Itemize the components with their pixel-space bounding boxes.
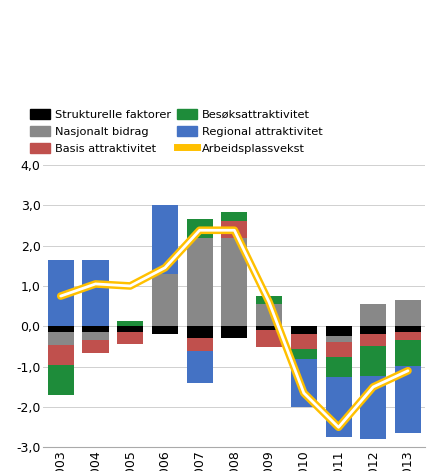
- Bar: [187, 326, 213, 339]
- Bar: [360, 334, 386, 346]
- Bar: [256, 304, 282, 326]
- Bar: [395, 300, 421, 326]
- Bar: [360, 304, 386, 326]
- Bar: [152, 274, 178, 326]
- Bar: [326, 342, 352, 357]
- Bar: [48, 326, 74, 333]
- Bar: [221, 237, 247, 326]
- Bar: [48, 365, 74, 395]
- Bar: [291, 326, 317, 334]
- Bar: [82, 260, 108, 326]
- Bar: [326, 336, 352, 342]
- Bar: [326, 377, 352, 438]
- Bar: [117, 322, 143, 326]
- Bar: [152, 326, 178, 334]
- Bar: [256, 326, 282, 330]
- Bar: [395, 326, 421, 333]
- Bar: [221, 326, 247, 339]
- Bar: [395, 340, 421, 366]
- Bar: [256, 330, 282, 347]
- Bar: [82, 326, 108, 333]
- Bar: [187, 237, 213, 326]
- Bar: [326, 326, 352, 336]
- Bar: [187, 339, 213, 350]
- Bar: [48, 260, 74, 326]
- Bar: [48, 333, 74, 344]
- Bar: [117, 333, 143, 344]
- Bar: [360, 376, 386, 439]
- Bar: [48, 344, 74, 365]
- Bar: [291, 349, 317, 358]
- Bar: [82, 333, 108, 341]
- Bar: [395, 366, 421, 432]
- Bar: [360, 326, 386, 334]
- Bar: [256, 296, 282, 304]
- Bar: [82, 341, 108, 353]
- Bar: [221, 221, 247, 237]
- Bar: [152, 205, 178, 274]
- Bar: [117, 326, 143, 333]
- Bar: [326, 357, 352, 377]
- Legend: Strukturelle faktorer, Nasjonalt bidrag, Basis attraktivitet, Besøksattraktivite: Strukturelle faktorer, Nasjonalt bidrag,…: [30, 109, 323, 154]
- Bar: [187, 350, 213, 383]
- Bar: [221, 212, 247, 221]
- Bar: [291, 358, 317, 407]
- Bar: [395, 333, 421, 340]
- Bar: [291, 334, 317, 349]
- Bar: [360, 346, 386, 376]
- Bar: [187, 219, 213, 237]
